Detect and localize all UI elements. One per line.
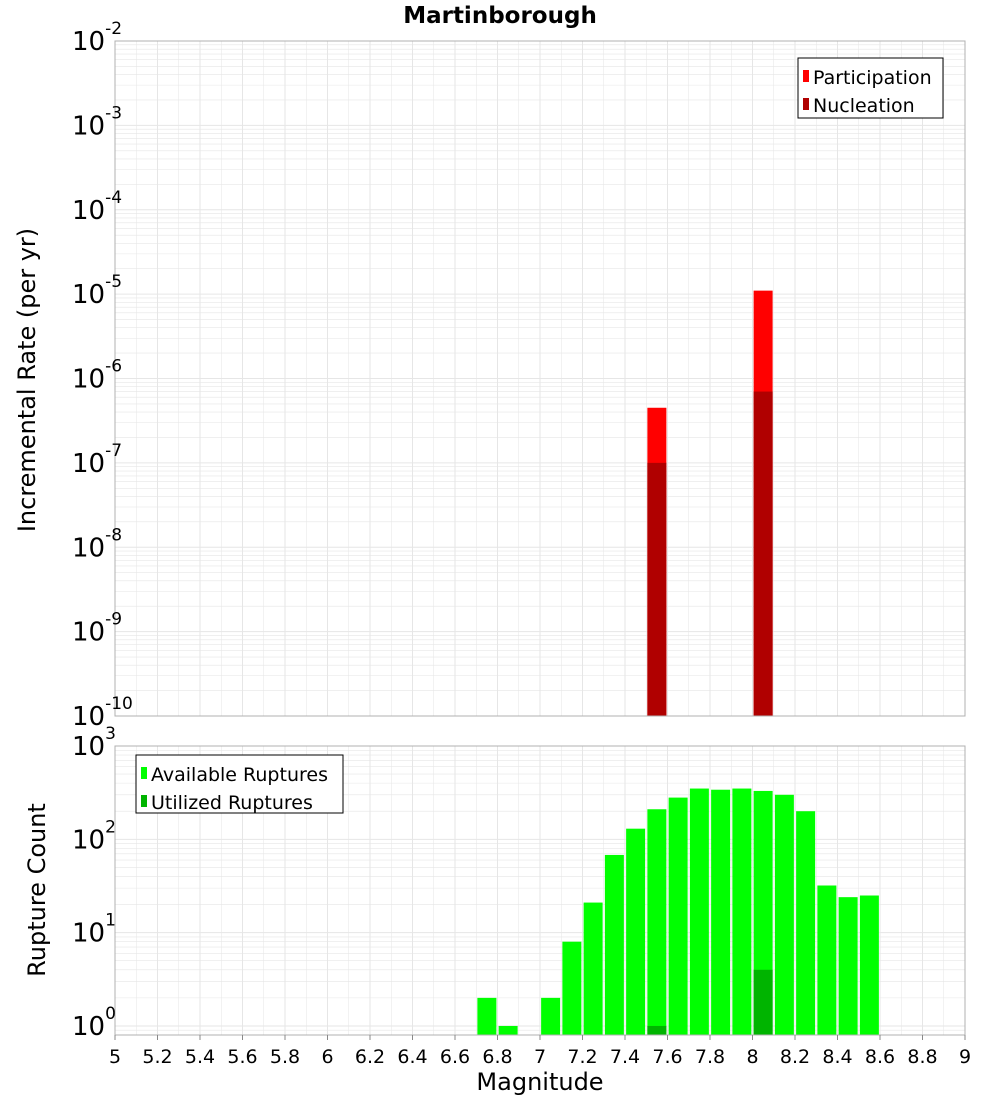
y-tick-label: 10-5 — [72, 272, 122, 310]
legend-box — [135, 754, 344, 814]
x-tick-label: 6.2 — [355, 1046, 385, 1068]
x-tick-label: 5.4 — [185, 1046, 215, 1068]
available-ruptures-bar — [796, 811, 816, 1035]
available-ruptures-bar — [817, 885, 837, 1035]
rate-panel-grid — [114, 41, 966, 717]
available-ruptures-bar — [668, 797, 688, 1035]
utilized-ruptures-bar — [647, 1025, 667, 1035]
available-ruptures-bar — [859, 895, 879, 1035]
available-ruptures-bar — [689, 788, 709, 1035]
x-tick-label: 5.2 — [142, 1046, 172, 1068]
available-ruptures-bar — [498, 1025, 518, 1035]
utilized-ruptures-bar — [753, 969, 773, 1035]
nucleation-bar — [753, 391, 773, 716]
available-ruptures-bar — [541, 997, 561, 1035]
x-tick-label: 9 — [959, 1046, 971, 1068]
rate-panel-y-axis-title: Incremental Rate (per yr) — [13, 228, 41, 532]
available-ruptures-bar — [732, 788, 752, 1035]
available-ruptures-bar — [711, 789, 731, 1035]
x-tick-label: 6 — [321, 1046, 333, 1068]
rate-panel-frame — [114, 40, 966, 717]
available-ruptures-bar — [647, 809, 667, 1035]
legend-label: Participation — [813, 67, 932, 89]
y-tick-label: 103 — [72, 724, 116, 762]
x-axis-title: Magnitude — [476, 1068, 603, 1096]
y-tick-label: 10-6 — [72, 357, 122, 395]
y-tick-label: 10-10 — [72, 694, 133, 732]
available-ruptures-bar — [562, 941, 582, 1035]
nucleation-bar — [647, 462, 667, 716]
rate-panel-bars — [647, 290, 773, 716]
legend-swatch — [803, 98, 809, 110]
count-panel-y-axis-title: Rupture Count — [23, 803, 51, 977]
x-tick-label: 6.4 — [397, 1046, 427, 1068]
available-ruptures-bar — [838, 897, 858, 1035]
legend-label: Nucleation — [813, 95, 915, 117]
legend-label: Available Ruptures — [151, 764, 328, 786]
x-tick-label: 6.6 — [440, 1046, 470, 1068]
y-tick-label: 101 — [72, 911, 116, 949]
count-panel-y-ticks: 100 101 102 103 — [72, 724, 116, 1042]
count-panel-legend: Available Ruptures Utilized Ruptures — [135, 754, 344, 814]
y-tick-label: 10-7 — [72, 441, 122, 479]
x-tick-label: 7 — [534, 1046, 546, 1068]
available-ruptures-bar — [477, 997, 497, 1035]
y-tick-label: 10-2 — [72, 19, 122, 57]
x-tick-label: 5 — [109, 1046, 121, 1068]
y-tick-label: 100 — [72, 1004, 116, 1042]
count-panel-bars — [477, 788, 879, 1035]
x-tick-label: 7.4 — [610, 1046, 640, 1068]
available-ruptures-bar — [604, 854, 624, 1035]
available-ruptures-bar — [774, 794, 794, 1035]
legend-swatch — [803, 70, 809, 82]
rate-panel-legend: Participation Nucleation — [797, 57, 944, 119]
legend-swatch — [141, 767, 147, 779]
y-tick-label: 10-3 — [72, 103, 122, 141]
legend-box — [797, 57, 944, 119]
y-tick-label: 10-8 — [72, 525, 122, 563]
x-tick-label: 8.6 — [865, 1046, 895, 1068]
legend-swatch — [141, 795, 147, 807]
y-tick-label: 102 — [72, 817, 116, 855]
x-tick-label: 8.8 — [907, 1046, 937, 1068]
available-ruptures-bar — [626, 828, 646, 1035]
y-tick-label: 10-4 — [72, 188, 122, 226]
x-tick-label: 7.6 — [652, 1046, 682, 1068]
x-tick-label: 8 — [746, 1046, 758, 1068]
x-tick-label: 8.2 — [780, 1046, 810, 1068]
legend-label: Utilized Ruptures — [151, 792, 313, 814]
x-tick-label: 7.8 — [695, 1046, 725, 1068]
x-axis-ticks: 5 5.2 5.4 5.6 5.8 6 6.2 6.4 6.6 6.8 7 7.2 7.4 7.6 7.8 8… — [109, 1035, 971, 1068]
x-tick-label: 8.4 — [822, 1046, 852, 1068]
x-tick-label: 5.8 — [270, 1046, 300, 1068]
chart-title: Martinborough — [403, 3, 597, 29]
available-ruptures-bar — [583, 902, 603, 1035]
x-tick-label: 6.8 — [482, 1046, 512, 1068]
y-tick-label: 10-9 — [72, 610, 122, 648]
rate-panel-y-ticks: 10-10 10-9 10-8 10-7 10-6 10-5 10-4 10-3 10-2 — [72, 19, 133, 732]
x-tick-label: 5.6 — [227, 1046, 257, 1068]
x-tick-label: 7.2 — [567, 1046, 597, 1068]
